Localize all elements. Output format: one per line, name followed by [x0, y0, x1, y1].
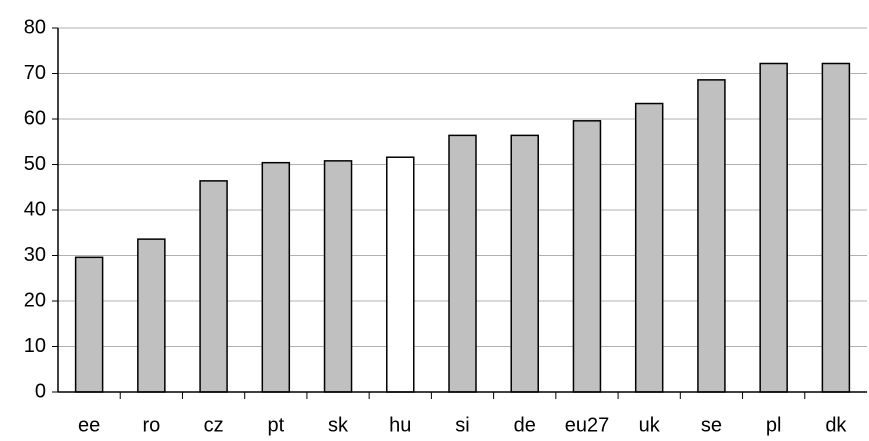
y-tick-label: 40 [24, 198, 46, 220]
x-tick-label: hu [389, 414, 411, 436]
y-tick-label: 10 [24, 335, 46, 357]
x-tick-label: eu27 [565, 414, 610, 436]
bar [759, 62, 788, 393]
x-tick-label: sk [328, 414, 349, 436]
y-tick-label: 20 [24, 289, 46, 311]
x-tick-label: se [701, 414, 722, 436]
bar [572, 120, 602, 393]
y-tick-label: 80 [24, 16, 46, 38]
y-tick-label: 30 [24, 244, 46, 266]
bar [510, 134, 539, 393]
bar [697, 79, 726, 393]
bar [137, 238, 166, 393]
y-tick-label: 60 [24, 107, 46, 129]
x-tick-label: ee [78, 414, 100, 436]
bar [634, 102, 664, 393]
x-tick-label: de [514, 414, 536, 436]
bar [448, 134, 477, 393]
y-tick-label: 0 [35, 380, 46, 402]
y-tick-label: 70 [24, 62, 46, 84]
bar [323, 160, 353, 393]
bar [386, 156, 415, 393]
x-tick-label: pl [766, 414, 782, 436]
x-tick-label: pt [267, 414, 284, 436]
x-tick-label: dk [825, 414, 847, 436]
x-tick-label: uk [639, 414, 661, 436]
y-tick-label: 50 [24, 153, 46, 175]
x-tick-label: si [455, 414, 469, 436]
x-tick-label: ro [142, 414, 160, 436]
bar [821, 62, 851, 393]
bar [74, 256, 104, 393]
bar [261, 161, 291, 393]
x-tick-label: cz [204, 414, 224, 436]
bar [199, 180, 228, 393]
